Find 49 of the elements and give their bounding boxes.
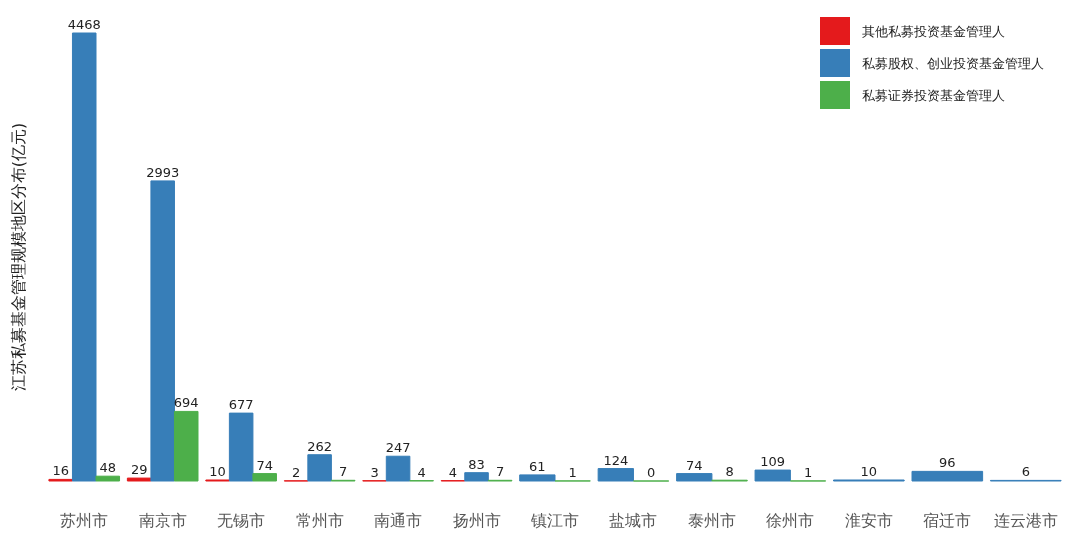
x-tick-label: 徐州市 xyxy=(766,511,815,530)
x-tick-label: 扬州市 xyxy=(452,511,501,530)
data-label: 29 xyxy=(130,462,148,478)
data-label: 4 xyxy=(417,464,426,480)
x-tick-label: 连云港市 xyxy=(993,511,1058,530)
bar xyxy=(95,475,121,482)
legend-label: 私募证券投资基金管理人 xyxy=(862,88,1005,103)
data-label: 124 xyxy=(603,452,629,468)
data-label: 6 xyxy=(1021,464,1030,480)
bar xyxy=(173,410,199,482)
data-label: 10 xyxy=(860,464,878,479)
y-axis-title: 江苏私募基金管理规模地区分布(亿元) xyxy=(9,122,28,392)
data-label: 96 xyxy=(939,455,956,471)
x-tick-label: 苏州市 xyxy=(60,511,109,530)
data-label: 74 xyxy=(256,457,273,473)
data-label: 262 xyxy=(307,438,333,454)
data-label: 7 xyxy=(339,464,348,480)
data-label: 74 xyxy=(686,457,703,473)
data-label: 1 xyxy=(568,464,577,480)
x-tick-label: 淮安市 xyxy=(844,511,893,530)
data-label: 83 xyxy=(468,456,485,472)
x-tick-label: 盐城市 xyxy=(609,511,658,530)
data-label: 109 xyxy=(760,454,786,470)
bar xyxy=(126,477,152,482)
data-label: 247 xyxy=(385,440,411,456)
x-tick-label: 镇江市 xyxy=(530,511,579,530)
data-label: 7 xyxy=(495,464,505,480)
legend-label: 私募股权、创业投资基金管理人 xyxy=(862,56,1044,71)
x-tick-label: 南通市 xyxy=(374,511,423,530)
x-tick-label: 宿迁市 xyxy=(923,511,972,530)
data-label: 2993 xyxy=(146,164,180,180)
data-label: 2 xyxy=(291,464,301,480)
data-label: 61 xyxy=(529,458,546,474)
data-label: 48 xyxy=(99,460,117,476)
data-label: 16 xyxy=(52,463,69,479)
data-label: 4468 xyxy=(67,17,101,32)
data-label: 10 xyxy=(209,464,226,479)
x-tick-label: 南京市 xyxy=(138,511,187,530)
data-label: 8 xyxy=(725,464,734,480)
legend-label: 其他私募投资基金管理人 xyxy=(862,24,1005,39)
data-label: 0 xyxy=(646,465,656,480)
data-label: 1 xyxy=(803,464,813,480)
x-tick-label: 泰州市 xyxy=(687,511,736,530)
data-label: 4 xyxy=(448,464,458,480)
data-label: 3 xyxy=(370,464,379,480)
data-label: 677 xyxy=(228,397,254,413)
x-tick-label: 无锡市 xyxy=(217,511,266,530)
bar xyxy=(252,473,277,482)
x-tick-label: 常州市 xyxy=(295,511,344,530)
